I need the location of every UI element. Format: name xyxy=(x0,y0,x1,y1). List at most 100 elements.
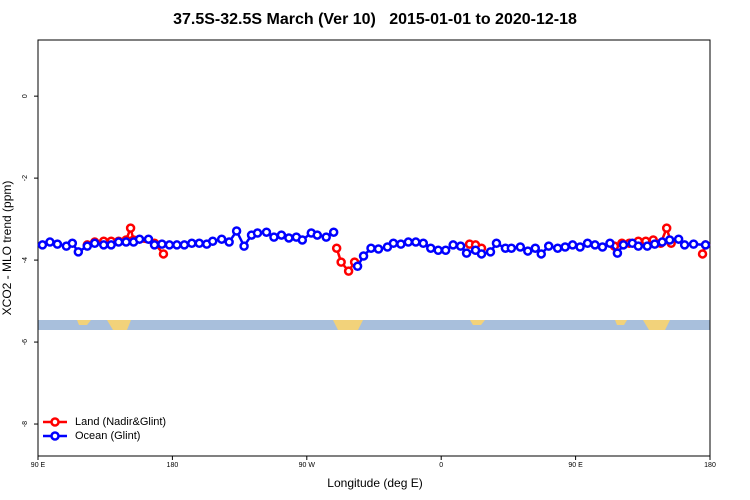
point xyxy=(612,248,623,258)
point xyxy=(590,240,600,250)
point xyxy=(366,243,376,253)
point xyxy=(642,241,653,251)
legend-label: Land (Nadir&Glint) xyxy=(75,416,166,428)
point xyxy=(618,240,629,250)
point xyxy=(461,248,472,258)
point xyxy=(73,247,84,257)
point xyxy=(252,228,263,238)
point xyxy=(98,240,109,250)
map-strip xyxy=(38,320,710,330)
legend-label: Ocean (Glint) xyxy=(75,430,140,442)
point xyxy=(231,226,242,236)
point xyxy=(157,239,167,249)
point xyxy=(172,240,182,250)
point xyxy=(343,266,354,276)
point xyxy=(331,243,342,253)
point xyxy=(657,237,667,247)
legend-marker xyxy=(50,417,60,427)
point xyxy=(89,238,100,249)
point xyxy=(328,227,339,237)
point xyxy=(396,239,406,249)
point xyxy=(688,239,699,249)
point xyxy=(523,246,533,256)
point xyxy=(194,238,205,249)
point xyxy=(187,238,197,249)
point xyxy=(560,242,570,252)
point xyxy=(664,235,675,245)
point xyxy=(216,234,227,244)
point xyxy=(179,240,190,250)
point xyxy=(358,251,369,261)
y-tick-label: -6 xyxy=(22,339,29,345)
point xyxy=(106,240,116,250)
legend-marker xyxy=(50,431,60,441)
point xyxy=(312,230,323,240)
point xyxy=(515,242,526,252)
point xyxy=(506,243,517,253)
point xyxy=(530,243,541,253)
point xyxy=(321,232,331,242)
x-tick-label: 90 W xyxy=(299,462,316,469)
point xyxy=(37,240,48,250)
x-tick-label: 90 E xyxy=(568,462,583,469)
point xyxy=(597,242,608,252)
point xyxy=(476,249,487,259)
point xyxy=(45,237,55,247)
point xyxy=(448,240,458,250)
point xyxy=(411,237,421,247)
point xyxy=(239,241,249,251)
point xyxy=(403,237,414,247)
point xyxy=(164,240,175,250)
point xyxy=(297,235,308,245)
chart-title: 37.5S-32.5S March (Ver 10) 2015-01-01 to… xyxy=(173,11,577,28)
point xyxy=(485,247,496,257)
point xyxy=(536,249,547,259)
point xyxy=(700,240,711,250)
x-tick-label: 90 E xyxy=(31,462,46,469)
point xyxy=(52,239,63,249)
point xyxy=(673,234,684,244)
y-tick-label: -4 xyxy=(22,257,29,263)
point xyxy=(433,245,443,256)
point xyxy=(113,237,124,247)
point xyxy=(284,233,294,243)
point xyxy=(575,242,585,252)
plot-frame xyxy=(37,39,711,457)
point xyxy=(552,243,563,253)
point xyxy=(261,227,272,237)
y-tick-label: -2 xyxy=(22,175,29,181)
point xyxy=(143,234,154,244)
point xyxy=(67,238,78,249)
point xyxy=(661,223,672,233)
y-tick-label: -8 xyxy=(22,421,29,427)
point xyxy=(455,241,466,251)
point xyxy=(679,240,690,250)
point xyxy=(567,240,578,250)
x-tick-label: 0 xyxy=(439,462,443,469)
point xyxy=(440,245,451,256)
point xyxy=(418,238,429,249)
point xyxy=(336,257,346,267)
point xyxy=(352,261,363,271)
point xyxy=(224,237,234,247)
point xyxy=(582,238,593,249)
point xyxy=(134,234,145,244)
point xyxy=(605,238,615,249)
y-axis-label: XCO2 - MLO trend (ppm) xyxy=(0,181,14,316)
point xyxy=(149,240,160,250)
point xyxy=(121,237,131,247)
point xyxy=(491,238,502,249)
point xyxy=(649,239,660,249)
point xyxy=(158,249,169,259)
x-tick-label: 180 xyxy=(704,462,716,469)
point xyxy=(269,232,279,242)
x-axis-label: Longitude (deg E) xyxy=(327,476,422,490)
x-tick-label: 180 xyxy=(167,462,179,469)
point xyxy=(697,249,708,259)
point xyxy=(125,223,136,233)
point xyxy=(82,241,93,251)
point xyxy=(276,230,287,240)
point xyxy=(388,238,399,249)
point xyxy=(207,236,218,246)
